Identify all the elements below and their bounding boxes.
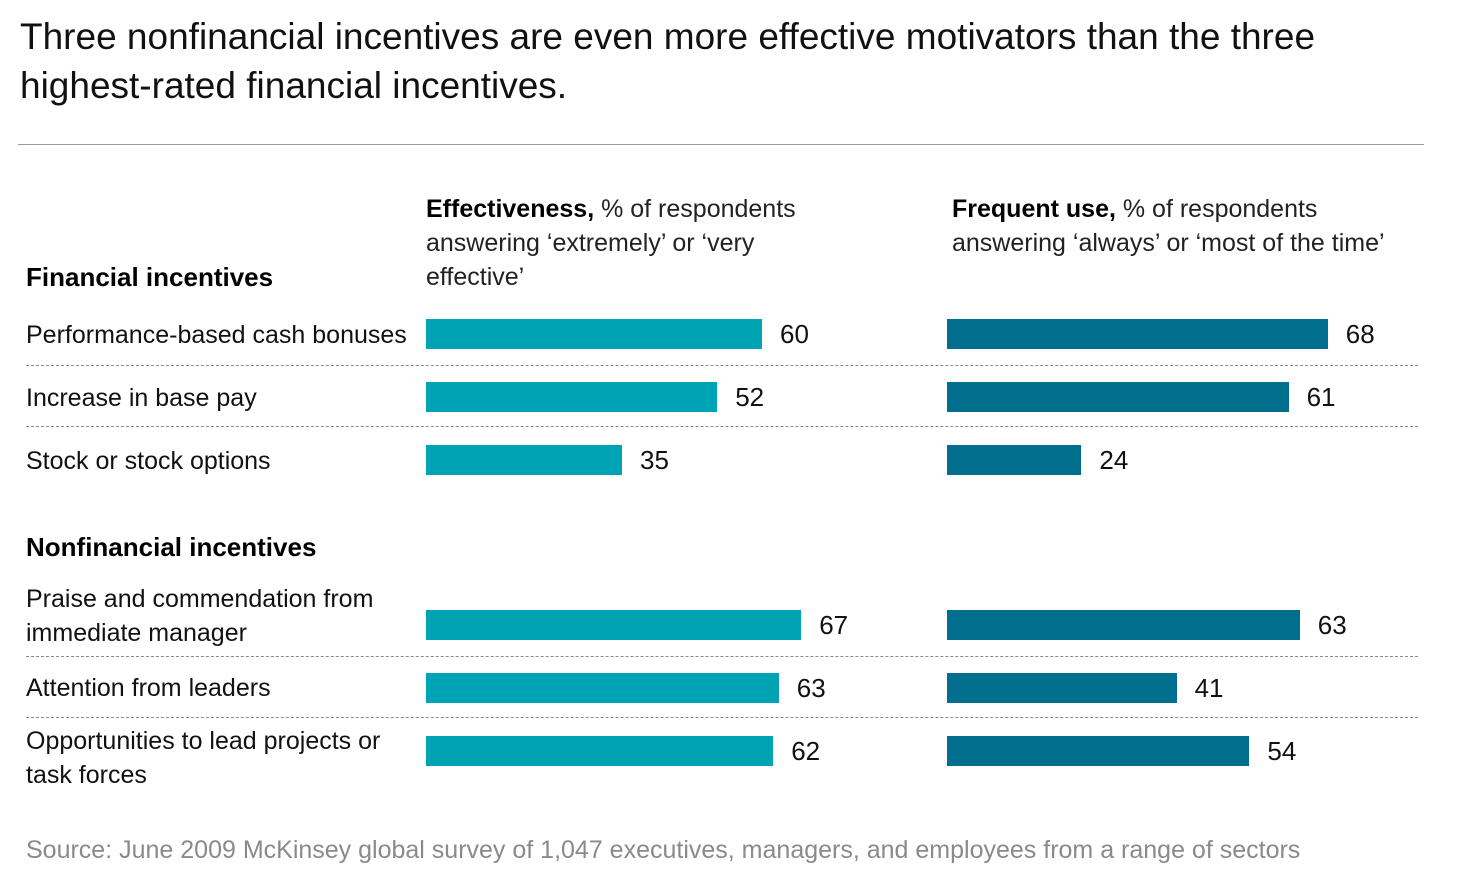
row-divider — [26, 656, 1418, 657]
effectiveness-header-bold: Effectiveness, — [426, 195, 595, 223]
effectiveness-bar — [426, 736, 774, 766]
effectiveness-value-label: 35 — [640, 445, 669, 475]
effectiveness-bar — [426, 382, 718, 412]
category-label: Praise and commendation from immediate m… — [26, 585, 374, 647]
frequent-use-header-bold: Frequent use, — [952, 195, 1116, 223]
effectiveness-value-label: 60 — [780, 319, 809, 349]
frequent-use-bar — [947, 445, 1082, 475]
effectiveness-value-label: 67 — [819, 610, 849, 640]
frequent-use-value-label: 68 — [1345, 319, 1375, 349]
effectiveness-bar — [426, 319, 762, 349]
effectiveness-header-text: % of respondents answering ‘extremely’ o… — [426, 195, 796, 291]
frequent-use-value-label: 63 — [1317, 610, 1347, 640]
effectiveness-value-label: 52 — [735, 382, 765, 412]
frequent-use-value-label: 61 — [1306, 382, 1336, 412]
frequent-use-bar — [947, 736, 1250, 766]
frequent-use-value-label: 24 — [1099, 445, 1129, 475]
effectiveness-bar — [426, 445, 622, 475]
frequent-use-header-text: % of respondents answering ‘always’ or ‘… — [952, 195, 1385, 257]
effectiveness-column-header: Effectiveness, % of respondents answerin… — [426, 192, 846, 294]
frequent-use-bar — [947, 382, 1289, 412]
row-divider — [26, 426, 1418, 427]
effectiveness-bar — [426, 673, 779, 703]
frequent-use-bar — [947, 673, 1177, 703]
effectiveness-value-label: 63 — [796, 673, 826, 703]
row-divider — [26, 717, 1418, 718]
source-note: Source: June 2009 McKinsey global survey… — [26, 836, 1301, 864]
group-header-nonfinancial: Nonfinancial incentives — [26, 532, 317, 562]
frequent-use-bar — [947, 610, 1300, 640]
category-label: Performance-based cash bonuses — [26, 321, 407, 349]
effectiveness-bar — [426, 610, 802, 640]
category-label: Stock or stock options — [26, 447, 271, 475]
row-divider — [26, 365, 1418, 366]
effectiveness-value-label: 62 — [791, 736, 821, 766]
title-rule — [18, 144, 1424, 145]
frequent-use-bar — [947, 319, 1328, 349]
category-label: Attention from leaders — [26, 674, 271, 702]
frequent-use-value-label: 54 — [1267, 736, 1297, 766]
category-label: Opportunities to lead projects or task f… — [26, 727, 381, 789]
group-header-financial: Financial incentives — [26, 262, 274, 292]
frequent-use-column-header: Frequent use, % of respondents answering… — [952, 192, 1392, 260]
category-label: Increase in base pay — [26, 384, 257, 412]
chart-title: Three nonfinancial incentives are even m… — [20, 16, 1316, 106]
frequent-use-value-label: 41 — [1194, 673, 1224, 703]
